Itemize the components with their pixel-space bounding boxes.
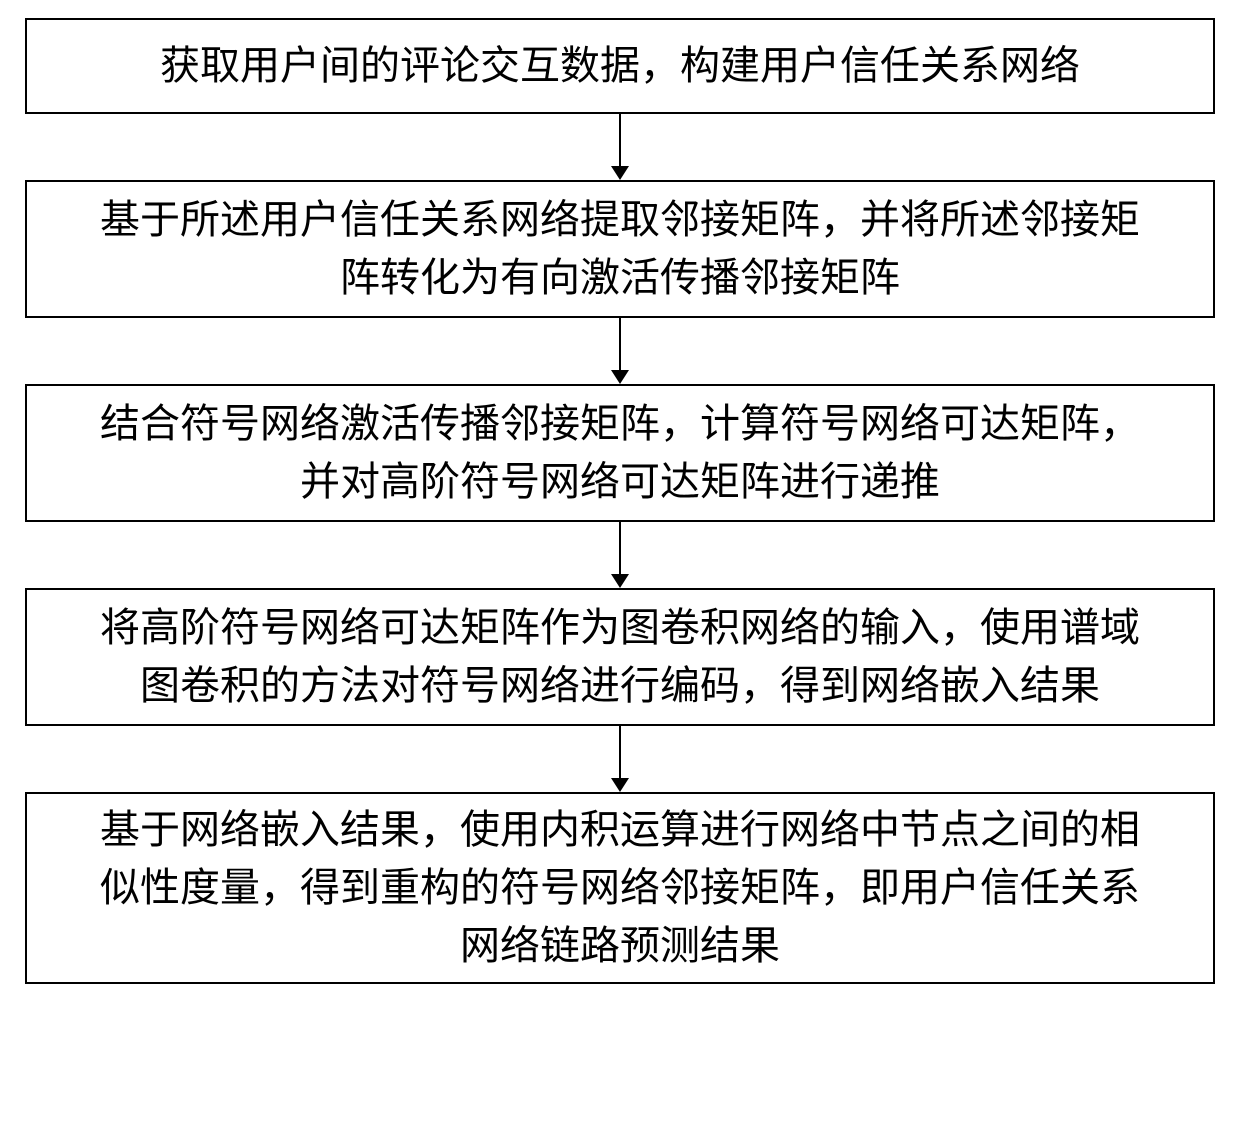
flow-node-n3: 结合符号网络激活传播邻接矩阵，计算符号网络可达矩阵，并对高阶符号网络可达矩阵进行…: [25, 384, 1215, 522]
flow-node-text: 将高阶符号网络可达矩阵作为图卷积网络的输入，使用谱域图卷积的方法对符号网络进行编…: [100, 599, 1140, 715]
flow-node-n2: 基于所述用户信任关系网络提取邻接矩阵，并将所述邻接矩阵转化为有向激活传播邻接矩阵: [25, 180, 1215, 318]
arrow-down: [25, 114, 1215, 180]
arrow-down: [25, 318, 1215, 384]
flow-node-n1: 获取用户间的评论交互数据，构建用户信任关系网络: [25, 18, 1215, 114]
flow-node-text: 获取用户间的评论交互数据，构建用户信任关系网络: [160, 37, 1080, 95]
arrow-down: [25, 726, 1215, 792]
flowchart-container: 获取用户间的评论交互数据，构建用户信任关系网络基于所述用户信任关系网络提取邻接矩…: [25, 18, 1215, 984]
flow-node-n5: 基于网络嵌入结果，使用内积运算进行网络中节点之间的相似性度量，得到重构的符号网络…: [25, 792, 1215, 984]
flow-node-n4: 将高阶符号网络可达矩阵作为图卷积网络的输入，使用谱域图卷积的方法对符号网络进行编…: [25, 588, 1215, 726]
arrow-down: [25, 522, 1215, 588]
flow-node-text: 基于网络嵌入结果，使用内积运算进行网络中节点之间的相似性度量，得到重构的符号网络…: [100, 801, 1140, 975]
flow-node-text: 结合符号网络激活传播邻接矩阵，计算符号网络可达矩阵，并对高阶符号网络可达矩阵进行…: [100, 395, 1140, 511]
flow-node-text: 基于所述用户信任关系网络提取邻接矩阵，并将所述邻接矩阵转化为有向激活传播邻接矩阵: [100, 191, 1140, 307]
